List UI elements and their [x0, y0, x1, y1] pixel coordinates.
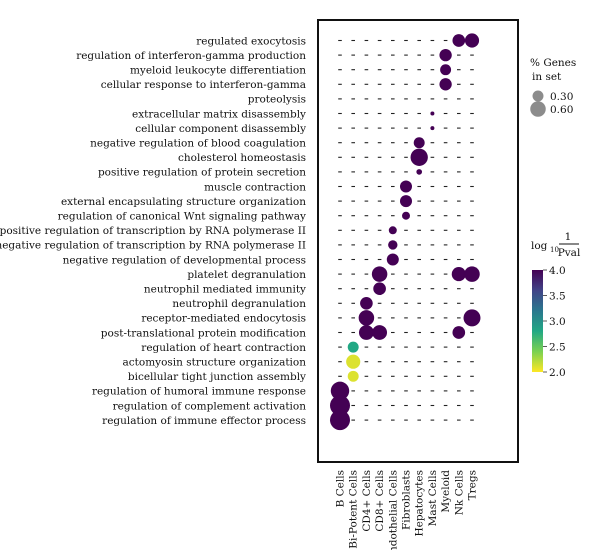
y-label-post-translational-protein-modification: post-translational protein modification [101, 327, 306, 339]
dot-bi-potent-cells-actomyosin-structure-organization [346, 354, 361, 369]
y-label-negative-regulation-of-transcription-by-rna-polymerase-ii: negative regulation of transcription by … [0, 240, 306, 252]
data-dots [330, 33, 481, 431]
dot-hepatocytes-negative-regulation-of-blood-coagulation [413, 137, 425, 149]
y-label-positive-regulation-of-protein-secretion: positive regulation of protein secretion [98, 167, 306, 179]
y-label-actomyosin-structure-organization: actomyosin structure organization [123, 357, 307, 369]
color-legend-title-num: 1 [565, 231, 572, 243]
x-label-fibroblasts: Fibroblasts [401, 470, 413, 530]
dot-fibroblasts-muscle-contraction [400, 180, 412, 193]
y-label-cholesterol-homeostasis: cholesterol homeostasis [178, 152, 306, 164]
color-legend-title-den: Pval [558, 247, 581, 259]
color-legend-title-log: log [531, 240, 548, 252]
y-label-muscle-contraction: muscle contraction [204, 181, 306, 193]
dot-mast-cells-cellular-component-disassembly [430, 126, 435, 131]
x-label-tregs: Tregs [467, 470, 479, 500]
y-label-cellular-response-to-interferon-gamma: cellular response to interferon-gamma [101, 79, 306, 91]
y-label-regulation-of-canonical-wnt-signaling-pathway: regulation of canonical Wnt signaling pa… [58, 211, 306, 223]
size-legend: % Genes in set 0.300.60 [530, 57, 576, 117]
y-label-proteolysis: proteolysis [248, 94, 306, 106]
dot-bi-potent-cells-regulation-of-heart-contraction [347, 341, 359, 353]
colorbar [532, 270, 543, 372]
color-legend: log 10 1 Pval 4.0 3.5 3.0 2.5 2.0 [531, 231, 581, 379]
size-legend-dot-0-30 [532, 90, 544, 102]
empty-cell-markers [338, 39, 474, 421]
size-legend-dot-0-60 [530, 101, 546, 117]
x-label-endothelial-cells: Endothelial Cells [387, 470, 399, 550]
dot-b-cells-regulation-of-humoral-immune-response [330, 381, 350, 401]
dot-cd4-cells-neutrophil-degranulation [360, 296, 373, 310]
colorbar-tick-label-3-0: 3.0 [549, 316, 566, 328]
dot-bi-potent-cells-bicellular-tight-junction-assembly [347, 370, 359, 382]
size-legend-label-0-60: 0.60 [550, 104, 573, 116]
colorbar-tick-label-4-0: 4.0 [549, 265, 566, 277]
y-label-bicellular-tight-junction-assembly: bicellular tight junction assembly [128, 371, 306, 383]
y-label-regulation-of-interferon-gamma-production: regulation of interferon-gamma productio… [76, 50, 306, 62]
dot-cd4-cells-receptor-mediated-endocytosis [358, 310, 375, 326]
dot-myeloid-regulation-of-interferon-gamma-production [439, 48, 452, 62]
x-label-hepatocytes: Hepatocytes [414, 470, 426, 537]
y-label-receptor-mediated-endocytosis: receptor-mediated endocytosis [141, 313, 306, 325]
colorbar-tick-label-3-5: 3.5 [549, 290, 566, 302]
colorbar-tick-label-2-5: 2.5 [549, 341, 566, 353]
dot-cd8-cells-platelet-degranulation [371, 266, 388, 282]
x-label-cd4-cells: CD4+ Cells [361, 470, 373, 532]
y-label-cellular-component-disassembly: cellular component disassembly [135, 123, 306, 135]
y-label-regulation-of-immune-effector-process: regulation of immune effector process [102, 415, 306, 427]
dot-cd4-cells-post-translational-protein-modification [358, 325, 374, 340]
y-label-neutrophil-degranulation: neutrophil degranulation [172, 298, 306, 310]
dot-hepatocytes-cholesterol-homeostasis [410, 148, 428, 166]
y-axis-labels: regulated exocytosis regulation of interf… [0, 35, 306, 427]
dot-cd8-cells-neutrophil-mediated-immunity [373, 282, 386, 296]
y-label-negative-regulation-of-developmental-process: negative regulation of developmental pro… [63, 254, 306, 266]
x-axis-labels: B Cells Bi-Potent Cells CD4+ Cells CD8+ Cel… [335, 470, 479, 550]
dot-cd8-cells-post-translational-protein-modification [372, 325, 388, 340]
y-label-extracellular-matrix-disassembly: extracellular matrix disassembly [132, 108, 306, 120]
y-label-platelet-degranulation: platelet degranulation [187, 269, 306, 281]
dot-fibroblasts-regulation-of-canonical-wnt-signaling-pathway [402, 211, 410, 220]
dot-mast-cells-extracellular-matrix-disassembly [430, 111, 435, 116]
y-label-regulation-of-complement-activation: regulation of complement activation [113, 400, 307, 412]
y-label-external-encapsulating-structure-organization: external encapsulating structure organiz… [61, 196, 306, 208]
dot-tregs-platelet-degranulation [464, 266, 480, 282]
dot-b-cells-regulation-of-complement-activation [330, 395, 350, 416]
y-label-regulated-exocytosis: regulated exocytosis [196, 35, 306, 47]
x-label-myeloid: Myeloid [440, 470, 452, 513]
x-label-cd8-cells: CD8+ Cells [374, 470, 386, 532]
dot-endothelial-cells-positive-regulation-of-transcription-by-rna-polymerase-ii [388, 226, 397, 235]
dot-myeloid-myeloid-leukocyte-differentiation [440, 64, 452, 76]
dot-fibroblasts-external-encapsulating-structure-organization [400, 195, 412, 208]
dot-endothelial-cells-negative-regulation-of-transcription-by-rna-polymerase-ii [388, 240, 398, 250]
y-label-neutrophil-mediated-immunity: neutrophil mediated immunity [144, 284, 306, 296]
dot-tregs-regulated-exocytosis [464, 33, 480, 48]
y-label-positive-regulation-of-transcription-by-rna-polymerase-ii: positive regulation of transcription by … [0, 225, 306, 237]
dot-nk-cells-regulated-exocytosis [452, 34, 466, 47]
y-label-regulation-of-heart-contraction: regulation of heart contraction [141, 342, 306, 354]
x-label-mast-cells: Mast Cells [427, 470, 439, 526]
y-label-myeloid-leukocyte-differentiation: myeloid leukocyte differentiation [130, 65, 306, 77]
y-label-regulation-of-humoral-immune-response: regulation of humoral immune response [92, 386, 306, 398]
dot-endothelial-cells-negative-regulation-of-developmental-process [386, 253, 399, 266]
dot-nk-cells-platelet-degranulation [451, 267, 466, 282]
plot-frame [317, 19, 519, 463]
colorbar-tick-label-2-0: 2.0 [549, 367, 566, 379]
dot-nk-cells-post-translational-protein-modification [452, 326, 466, 339]
dot-tregs-receptor-mediated-endocytosis [463, 309, 481, 327]
size-legend-title-2: in set [532, 71, 562, 83]
dot-hepatocytes-positive-regulation-of-protein-secretion [416, 169, 423, 175]
y-label-negative-regulation-of-blood-coagulation: negative regulation of blood coagulation [90, 138, 306, 150]
x-label-nk-cells: Nk Cells [453, 470, 465, 515]
dot-b-cells-regulation-of-immune-effector-process [330, 410, 350, 431]
x-label-bi-potent-cells: Bi-Potent Cells [348, 470, 360, 549]
x-label-b-cells: B Cells [335, 470, 347, 507]
dot-myeloid-cellular-response-to-interferon-gamma [439, 78, 452, 91]
color-legend-title-sub: 10 [550, 246, 559, 254]
size-legend-title-1: % Genes [530, 57, 576, 69]
size-legend-label-0-30: 0.30 [550, 91, 573, 103]
